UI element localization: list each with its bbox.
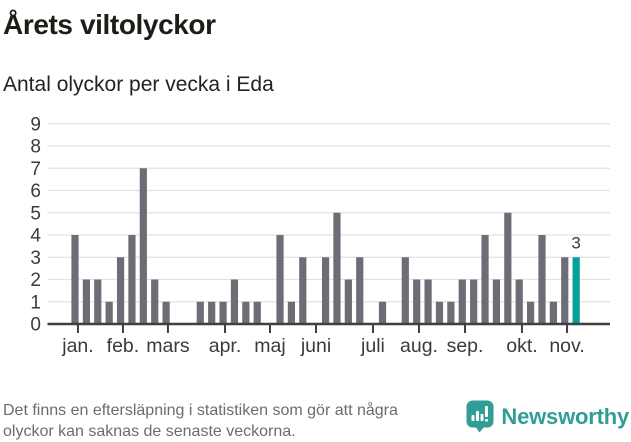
month-label: aug. — [400, 335, 438, 357]
bar — [356, 257, 364, 324]
y-axis-label: 4 — [30, 226, 41, 247]
bar — [82, 279, 90, 324]
last-value-label: 3 — [571, 233, 580, 252]
bar — [71, 235, 79, 324]
bar — [447, 301, 455, 324]
bar — [94, 279, 102, 324]
month-label: okt. — [506, 335, 537, 357]
bar — [481, 235, 489, 324]
bar — [196, 301, 204, 324]
bar — [128, 235, 136, 324]
bar — [208, 301, 216, 324]
bar — [413, 279, 421, 324]
newsworthy-logo-icon — [466, 400, 494, 433]
newsworthy-wordmark: Newsworthy — [501, 404, 629, 429]
y-axis-label: 0 — [30, 315, 41, 336]
y-axis-label: 9 — [30, 114, 41, 135]
footer-note-line1: Det finns en eftersläpning i statistiken… — [3, 402, 398, 419]
bar — [561, 257, 569, 324]
bar — [527, 301, 535, 324]
page-title: Årets viltolyckor — [3, 9, 216, 40]
bar — [105, 301, 113, 324]
bar — [435, 301, 444, 324]
y-axis-label: 1 — [30, 292, 41, 313]
footer-note-line2: olyckor kan saknas de senaste veckorna. — [3, 423, 296, 440]
bar — [276, 235, 284, 324]
bar-current-week — [572, 257, 580, 324]
bar — [253, 301, 261, 324]
month-label: feb. — [107, 335, 140, 357]
month-label: apr. — [209, 335, 242, 357]
month-label: nov. — [549, 335, 584, 357]
bar — [401, 257, 409, 324]
y-axis-label: 8 — [30, 137, 41, 158]
bar — [378, 301, 387, 324]
month-label: sep. — [447, 335, 484, 357]
chart-subtitle: Antal olyckor per vecka i Eda — [3, 73, 274, 96]
bar — [230, 279, 239, 324]
bar — [333, 212, 341, 324]
bar — [299, 257, 307, 324]
footer-note: Det finns en eftersläpning i statistiken… — [3, 400, 398, 442]
bar — [470, 279, 478, 324]
y-axis-label: 2 — [30, 270, 41, 291]
bar — [504, 212, 512, 324]
bar — [424, 279, 432, 324]
month-label: jan. — [61, 335, 93, 357]
month-label: mars — [146, 335, 190, 357]
bar — [538, 235, 546, 324]
month-label: juni — [300, 335, 331, 357]
bar — [162, 301, 170, 324]
y-axis-label: 7 — [30, 159, 41, 180]
bar — [321, 257, 330, 324]
bar — [139, 168, 147, 324]
y-axis-label: 5 — [30, 203, 41, 224]
bar — [515, 279, 523, 324]
bar — [116, 257, 125, 324]
bar — [151, 279, 159, 324]
bar — [458, 279, 466, 324]
month-label: juli — [360, 335, 385, 357]
y-axis-label: 6 — [30, 181, 41, 202]
bar — [242, 301, 250, 324]
bar — [219, 301, 227, 324]
bar — [344, 279, 352, 324]
y-axis-label: 3 — [30, 248, 41, 269]
month-label: maj — [254, 335, 285, 357]
bar — [287, 301, 296, 324]
newsworthy-logo: Newsworthy — [466, 399, 629, 435]
bar — [549, 301, 557, 324]
bar — [492, 279, 501, 324]
